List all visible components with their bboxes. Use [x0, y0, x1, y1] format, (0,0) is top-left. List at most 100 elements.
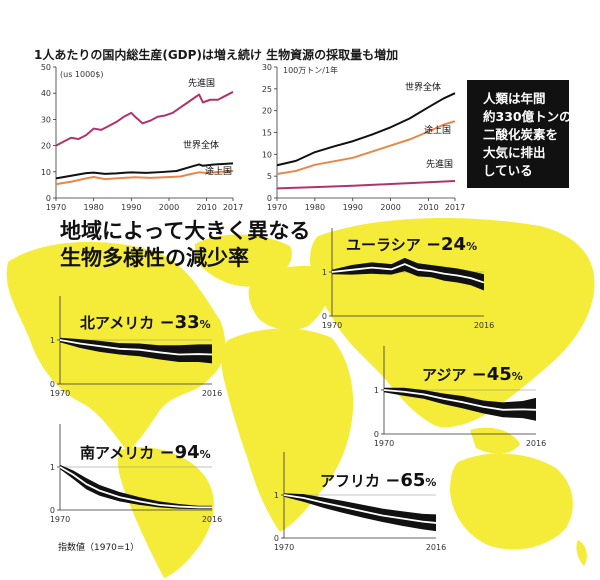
- note-line-2: 約330億トンの: [483, 109, 572, 124]
- africa-index-line: [283, 494, 437, 524]
- footnote: 指数値（1970=1）: [58, 543, 140, 553]
- map-australia: [450, 453, 573, 550]
- headline: 地域によって大きく異なる 生物多様性の減少率: [60, 218, 310, 272]
- gdp-y-tick-label: 50: [41, 63, 51, 72]
- gdp-y-tick-label: 30: [41, 115, 51, 124]
- gdp-y-tick-label: 10: [41, 168, 51, 177]
- biomass-x-tick-label: 1980: [305, 203, 325, 212]
- map-new-zealand: [576, 540, 587, 566]
- south-america-region-unit: %: [200, 448, 211, 461]
- biomass-series-label: 途上国: [424, 124, 451, 136]
- biomass-y-tick-label: 30: [262, 63, 272, 72]
- biomass-series-line: [276, 179, 456, 190]
- biomass-x-tick-label: 1970: [267, 203, 287, 212]
- gdp-chart-group: 0 10 20 30 40 50 1970 1980 1990 2000 2010 2017 (us 1…: [41, 63, 243, 212]
- region-chart-south-america: 0 1 1970 2016 南アメリカ −94%: [50, 424, 222, 524]
- biomass-x-tick-label: 1990: [343, 203, 363, 212]
- africa-region-title: アフリカ −65%: [320, 470, 436, 491]
- biomass-y-tick-label: 5: [267, 172, 272, 181]
- africa-region-name: アフリカ: [320, 472, 385, 490]
- asia-y-tick-label: 1: [374, 386, 379, 395]
- eurasia-confidence-band: [332, 257, 484, 291]
- region-chart-africa: 0 1 1970 2016 アフリカ −65%: [274, 452, 446, 552]
- africa-region-unit: %: [425, 476, 436, 489]
- gdp-x-tick-label: 2010: [196, 203, 216, 212]
- north-america-region-name: 北アメリカ: [80, 314, 159, 332]
- main-title: 1人あたりの国内総生産(GDP)は増え続け 生物資源の採取量も増加: [34, 48, 399, 62]
- south-america-x-tick-label: 1970: [50, 515, 70, 524]
- africa-y-tick-label: 1: [274, 491, 279, 500]
- eurasia-region-change: −24: [426, 234, 466, 255]
- asia-region-name: アジア: [422, 366, 472, 384]
- africa-region-change: −65: [385, 470, 425, 491]
- gdp-series-line: [55, 162, 234, 180]
- biomass-series-line: [276, 120, 456, 175]
- eurasia-region-title: ユーラシア −24%: [346, 234, 477, 255]
- north-america-region-title: 北アメリカ −33%: [80, 312, 211, 333]
- region-chart-north-america: 0 1 1970 2016 北アメリカ −33%: [50, 296, 222, 398]
- north-america-confidence-band: [60, 337, 212, 364]
- gdp-y-tick-label: 40: [41, 89, 51, 98]
- south-america-region-change: −94: [159, 442, 199, 463]
- gdp-x-tick-label: 1990: [121, 203, 141, 212]
- map-africa: [221, 328, 354, 532]
- note-box: 人類は年間 約330億トンの 二酸化炭素を 大気に排出 している: [467, 80, 572, 188]
- biomass-y-tick-label: 0: [267, 194, 272, 203]
- africa-y-tick-label: 0: [274, 534, 279, 543]
- biomass-x-tick-label: 2010: [418, 203, 438, 212]
- north-america-x-tick-label: 2016: [202, 389, 222, 398]
- eurasia-y-tick-label: 0: [322, 312, 327, 321]
- gdp-series-label: 途上国: [205, 165, 232, 177]
- eurasia-index-line: [331, 263, 485, 284]
- north-america-y-tick-label: 0: [50, 380, 55, 389]
- south-america-y-tick-label: 1: [50, 463, 55, 472]
- asia-confidence-band: [384, 387, 536, 421]
- south-america-y-tick-label: 0: [50, 506, 55, 515]
- asia-region-title: アジア −45%: [422, 364, 523, 385]
- biomass-series-label: 世界全体: [405, 81, 441, 93]
- biomass-series-line: [276, 92, 456, 167]
- note-line-5: している: [483, 163, 533, 178]
- biomass-x-tick-label: 2000: [380, 203, 400, 212]
- gdp-x-tick-label: 1980: [83, 203, 103, 212]
- biomass-y-tick-label: 25: [262, 85, 272, 94]
- gdp-series-label: 先進国: [188, 77, 215, 89]
- gdp-y-tick-label: 20: [41, 142, 51, 151]
- eurasia-region-unit: %: [466, 240, 477, 253]
- south-america-region-name: 南アメリカ: [80, 444, 159, 462]
- north-america-y-tick-label: 1: [50, 336, 55, 345]
- note-line-4: 大気に排出: [483, 145, 546, 160]
- asia-index-line: [383, 389, 537, 411]
- asia-y-tick-label: 0: [374, 430, 379, 439]
- region-chart-asia: 0 1 1970 2016 アジア −45%: [374, 346, 546, 448]
- asia-x-tick-label: 2016: [526, 439, 546, 448]
- south-america-index-line: [59, 466, 212, 509]
- asia-region-change: −45: [472, 364, 512, 385]
- biomass-y-unit-label: 100万トン/1年: [283, 65, 338, 75]
- asia-x-tick-label: 1970: [374, 439, 394, 448]
- africa-x-tick-label: 1970: [274, 543, 294, 552]
- headline-line-1: 地域によって大きく異なる: [60, 219, 311, 243]
- gdp-series-line: [55, 91, 234, 147]
- gdp-y-tick-label: 0: [46, 194, 51, 203]
- north-america-region-unit: %: [200, 318, 211, 331]
- gdp-x-tick-label: 1970: [46, 203, 66, 212]
- north-america-index-line: [59, 339, 213, 356]
- eurasia-region-name: ユーラシア: [346, 236, 426, 254]
- south-america-x-tick-label: 2016: [202, 515, 222, 524]
- map-south-america: [117, 447, 214, 578]
- south-america-region-title: 南アメリカ −94%: [80, 442, 211, 463]
- eurasia-x-tick-label: 1970: [322, 321, 342, 330]
- map-europe: [248, 265, 331, 331]
- north-america-region-change: −33: [159, 312, 199, 333]
- biomass-x-tick-label: 2017: [445, 203, 465, 212]
- gdp-series-label: 世界全体: [183, 139, 219, 151]
- eurasia-y-tick-label: 1: [322, 268, 327, 277]
- africa-x-tick-label: 2016: [426, 543, 446, 552]
- note-line-3: 二酸化炭素を: [483, 127, 559, 142]
- note-line-1: 人類は年間: [483, 91, 546, 106]
- biomass-chart-group: 0 5 10 15 20 25 30 1970 1980 1990 2000 2010 2017 100万…: [262, 63, 465, 212]
- gdp-y-unit-label: (us 1000$): [60, 70, 103, 79]
- region-chart-eurasia: 0 1 1970 2016 ユーラシア −24%: [322, 228, 494, 330]
